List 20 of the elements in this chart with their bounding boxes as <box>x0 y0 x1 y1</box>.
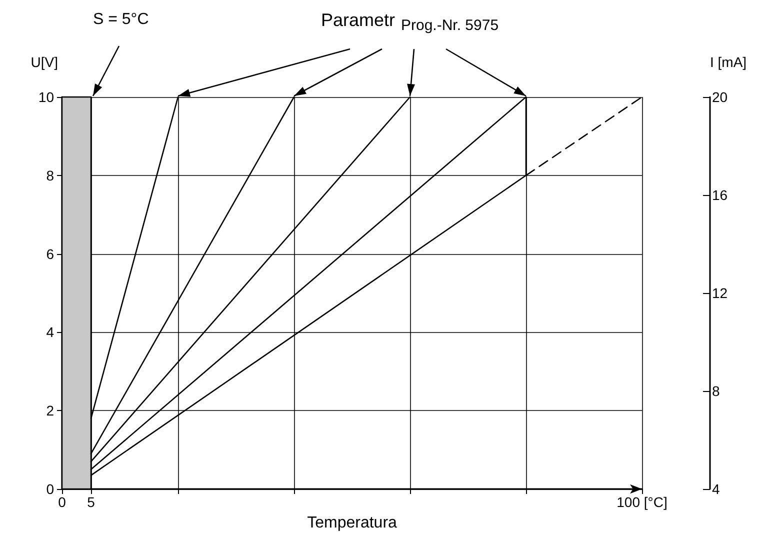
y-tick-label: 10 <box>38 89 54 105</box>
y-tick-label: 8 <box>46 167 54 184</box>
y-tick-label: 4 <box>46 324 54 340</box>
x-tick-label: 5 <box>87 494 96 510</box>
x-tick-label: 100 [°C] <box>616 494 668 510</box>
text: Prog.-Nr. 5975 <box>401 17 499 34</box>
x-tick-label: 0 <box>58 494 66 510</box>
y-tick-label: 6 <box>46 246 54 262</box>
x-axis-title: Temperatura <box>307 514 398 532</box>
y2-tick-label: 8 <box>712 383 720 399</box>
y2-tick-label: 4 <box>712 481 720 497</box>
y2-tick-label: 12 <box>712 285 728 301</box>
band-label: S = 5°C <box>93 11 149 28</box>
y-axis-title: U[V] <box>30 54 58 70</box>
y2-tick-label: 20 <box>712 89 728 105</box>
y-tick-label: 2 <box>46 402 54 419</box>
y-tick-label: 0 <box>46 481 54 497</box>
y2-axis-title: I [mA] <box>710 54 747 70</box>
text: Parametr <box>320 10 395 30</box>
y2-tick-label: 16 <box>712 187 728 203</box>
